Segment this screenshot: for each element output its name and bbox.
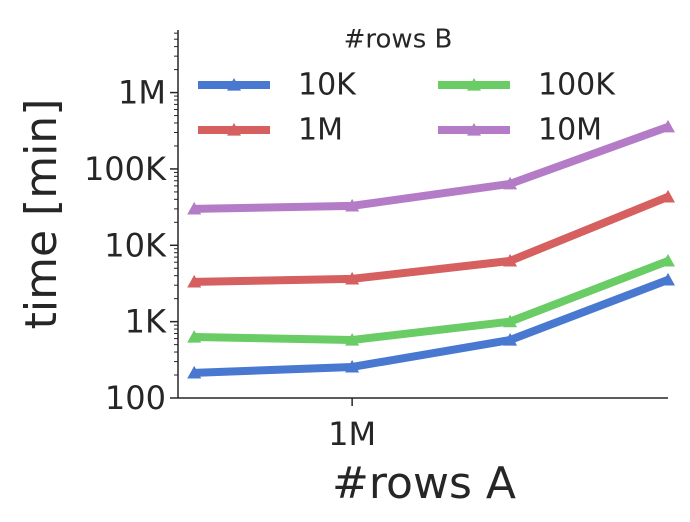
point-marker [187, 365, 202, 379]
point-marker [661, 119, 675, 133]
point-marker [661, 189, 675, 203]
point-marker [187, 274, 202, 288]
point-marker [345, 198, 360, 212]
point-marker [503, 253, 518, 267]
legend-marker [227, 78, 241, 91]
point-marker [187, 329, 202, 343]
x-axis-label: #rows A [332, 458, 516, 509]
y-axis-label: time [min] [16, 99, 67, 330]
point-marker [503, 332, 518, 346]
legend-label: 10K [298, 68, 357, 103]
legend-label: 1M [298, 113, 343, 148]
legend-title: #rows B [344, 25, 453, 55]
legend-marker [227, 123, 241, 136]
x-tick-label: 1M [328, 415, 376, 453]
point-marker [345, 332, 360, 346]
legend-marker [467, 123, 481, 136]
point-marker [503, 176, 518, 190]
point-marker [187, 201, 202, 215]
y-tick-label: 10K [104, 226, 167, 264]
y-tick-label: 100 [105, 379, 166, 417]
series-line [194, 193, 670, 286]
series-line [194, 276, 670, 377]
y-tick-label: 1M [118, 74, 166, 112]
y-tick-label: 100K [84, 150, 167, 188]
y-tick-label: 1K [125, 303, 167, 341]
point-marker [661, 253, 675, 267]
legend-label: 100K [538, 68, 616, 103]
series-line [194, 123, 670, 213]
legend-marker [467, 78, 481, 91]
point-marker [345, 271, 360, 285]
point-marker [503, 314, 518, 328]
series-line [194, 257, 670, 344]
legend-label: 10M [538, 113, 602, 148]
point-marker [345, 359, 360, 373]
point-marker [661, 272, 675, 286]
